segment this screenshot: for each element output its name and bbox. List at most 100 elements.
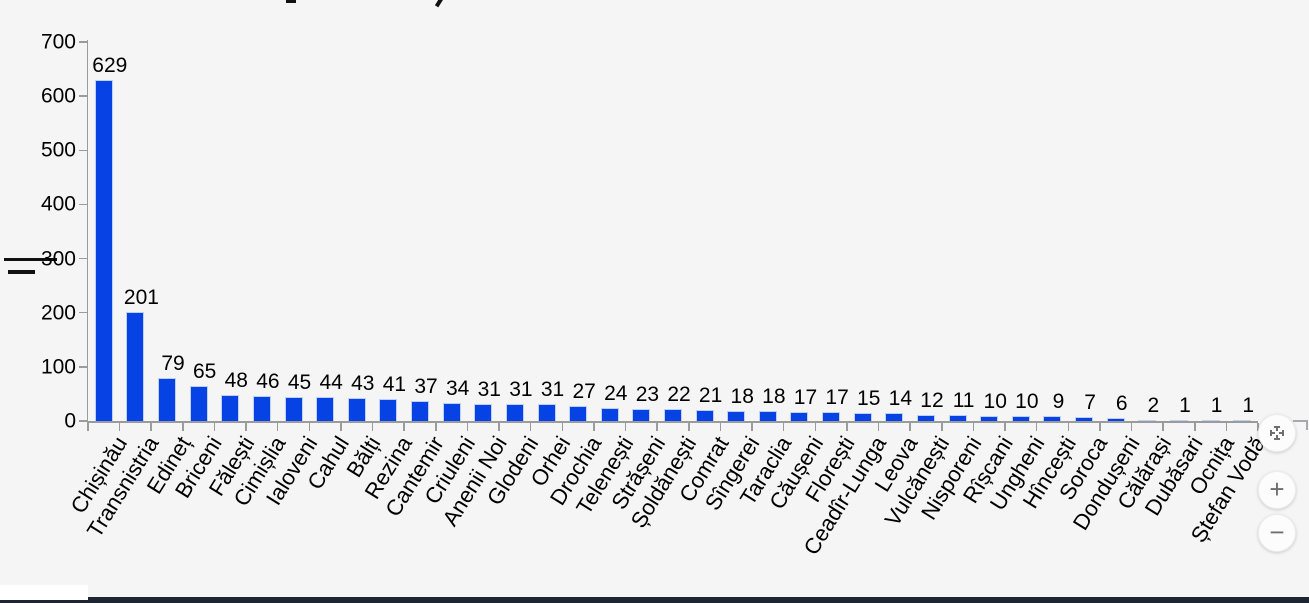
bar[interactable] [1043, 416, 1062, 421]
bar[interactable] [916, 414, 935, 421]
bar[interactable] [822, 411, 841, 421]
y-axis-title-fragment [8, 270, 35, 274]
x-axis-tick [213, 422, 216, 431]
x-axis-tick [529, 422, 532, 431]
bar-value-label: 10 [983, 389, 1007, 413]
y-axis-tick [79, 366, 87, 368]
x-axis-tick [719, 422, 722, 431]
bar[interactable] [94, 80, 113, 421]
bar[interactable] [1233, 419, 1252, 421]
bar[interactable] [695, 409, 714, 421]
bar-value-label: 2 [1147, 393, 1160, 417]
y-axis-tick-label: 500 [40, 138, 76, 162]
bar-value-label: 45 [287, 370, 312, 394]
bar-value-label: 48 [224, 369, 248, 392]
x-axis-tick [118, 422, 121, 431]
zoom-in-button[interactable]: + [1258, 471, 1296, 509]
x-axis-tick [593, 422, 595, 431]
x-axis-tick [846, 422, 848, 431]
bar[interactable] [980, 415, 999, 421]
y-axis-tick-label: 600 [40, 84, 76, 108]
bar[interactable] [474, 404, 493, 421]
bar[interactable] [505, 404, 524, 421]
zoom-out-button[interactable]: − [1258, 514, 1296, 552]
bar-value-label: 7 [1084, 391, 1096, 415]
bar[interactable] [158, 378, 177, 421]
x-axis-tick [561, 422, 564, 431]
x-axis-line [86, 421, 1258, 423]
bar[interactable] [790, 411, 809, 421]
drag-handle-icon [1267, 423, 1287, 443]
x-axis-tick [877, 422, 880, 431]
bar-value-label: 17 [825, 385, 849, 409]
x-axis-tick [656, 422, 658, 431]
bar[interactable] [284, 396, 303, 421]
x-axis-tick [466, 422, 469, 431]
bar[interactable] [221, 395, 240, 421]
y-axis-tick-label: 100 [40, 355, 76, 379]
bar[interactable] [758, 411, 777, 421]
bar-value-label: 11 [952, 389, 975, 413]
y-axis-tick [79, 41, 87, 43]
x-axis-tick [403, 422, 405, 431]
bar[interactable] [1106, 417, 1125, 421]
y-axis-title-fragment [4, 258, 57, 261]
y-axis-tick-label: 200 [40, 301, 76, 325]
y-axis-tick [79, 149, 87, 152]
bar[interactable] [853, 412, 872, 421]
bar[interactable] [347, 397, 366, 421]
x-axis-tick [751, 422, 753, 431]
bar[interactable] [664, 409, 682, 421]
x-axis-tick [245, 422, 247, 431]
y-axis-tick [79, 311, 87, 314]
bottom-left-overlay [0, 585, 88, 600]
bar-value-label: 14 [888, 387, 913, 411]
bar[interactable] [1201, 419, 1220, 421]
bar-value-label: 34 [445, 376, 470, 400]
bar[interactable] [600, 408, 619, 421]
x-axis-tick [340, 422, 342, 431]
bar-value-label: 1 [1242, 393, 1255, 417]
bar[interactable] [1138, 419, 1157, 421]
y-axis-tick [79, 257, 87, 260]
bar[interactable] [1075, 417, 1094, 421]
bar-value-label: 41 [382, 372, 407, 396]
bottom-edge-bar [0, 597, 1309, 603]
y-axis-tick-label: 0 [64, 409, 76, 433]
minus-icon: − [1269, 516, 1285, 547]
bar[interactable] [727, 411, 746, 421]
x-axis-tick [814, 422, 817, 431]
bar[interactable] [252, 396, 271, 421]
bar[interactable] [885, 413, 904, 421]
pan-button[interactable] [1258, 414, 1296, 452]
bar-value-label: 31 [540, 378, 565, 402]
bar[interactable] [126, 312, 145, 421]
x-axis-tick [308, 422, 311, 431]
bar[interactable] [537, 404, 556, 421]
bar[interactable] [316, 397, 335, 421]
bar[interactable] [948, 415, 967, 421]
bar[interactable] [1011, 415, 1030, 421]
clipped-title-fragment [286, 0, 296, 3]
bar[interactable] [442, 402, 461, 421]
y-axis-tick [79, 420, 87, 422]
bar[interactable] [379, 398, 398, 421]
bar-value-label: 65 [192, 359, 217, 383]
bar[interactable] [411, 400, 430, 421]
bar[interactable] [569, 406, 588, 421]
bar-value-label: 6 [1115, 391, 1128, 415]
x-axis-tick [150, 422, 152, 431]
x-axis-tick [1194, 422, 1196, 431]
bar-value-label: 27 [572, 380, 596, 404]
bar[interactable] [1169, 419, 1188, 421]
x-axis-tick [1162, 422, 1164, 431]
bar-value-label: 10 [1015, 389, 1039, 413]
x-axis-tick [688, 422, 690, 431]
bar-value-label: 12 [920, 388, 944, 412]
bar[interactable] [189, 385, 208, 421]
bar-value-label: 15 [857, 386, 881, 410]
x-axis-tick [276, 422, 279, 431]
bar[interactable] [632, 408, 651, 421]
bar-value-label: 1 [1210, 393, 1223, 417]
